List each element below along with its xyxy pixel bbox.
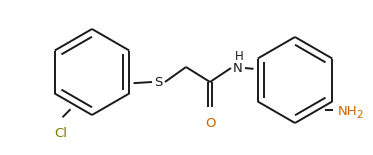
Text: Cl: Cl [54,127,67,140]
Text: O: O [205,117,215,130]
Text: 2: 2 [357,110,363,120]
Text: NH: NH [338,105,357,118]
Text: N: N [233,62,243,75]
Text: S: S [154,75,162,89]
Text: H: H [235,49,243,62]
